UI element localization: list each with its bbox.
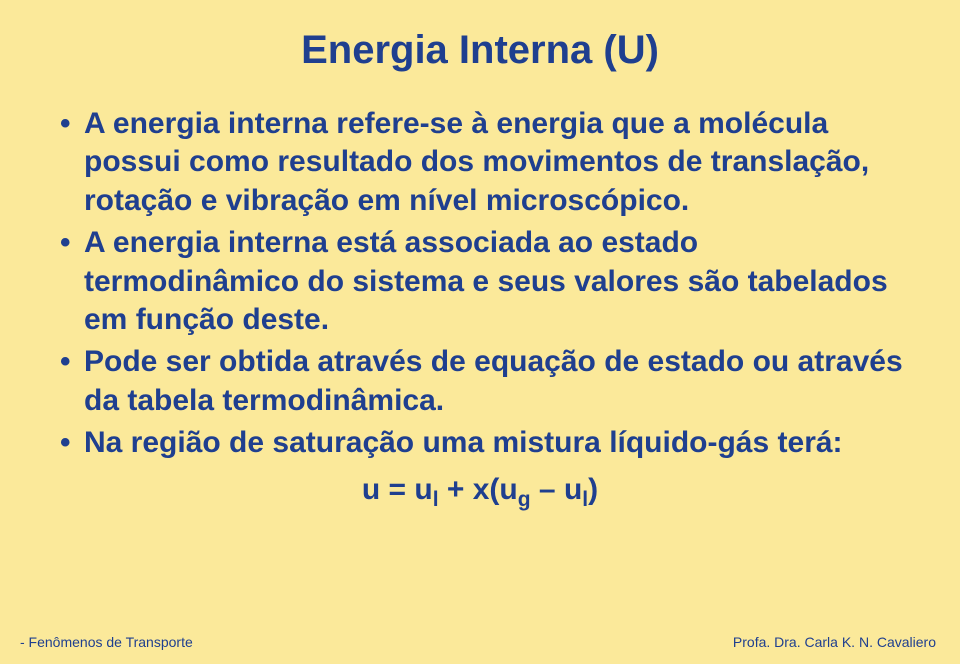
footer-left: - Fenômenos de Transporte — [20, 634, 193, 650]
list-item: Pode ser obtida através de equação de es… — [56, 343, 904, 420]
list-item: Na região de saturação uma mistura líqui… — [56, 424, 904, 462]
formula: u = ul + x(ug – ul) — [56, 473, 904, 512]
slide: Energia Interna (U) A energia interna re… — [0, 0, 960, 664]
footer-right: Profa. Dra. Carla K. N. Cavaliero — [733, 634, 936, 650]
slide-title: Energia Interna (U) — [56, 28, 904, 73]
list-item: A energia interna refere-se à energia qu… — [56, 105, 904, 220]
bullet-list: A energia interna refere-se à energia qu… — [56, 105, 904, 463]
list-item: A energia interna está associada ao esta… — [56, 224, 904, 339]
